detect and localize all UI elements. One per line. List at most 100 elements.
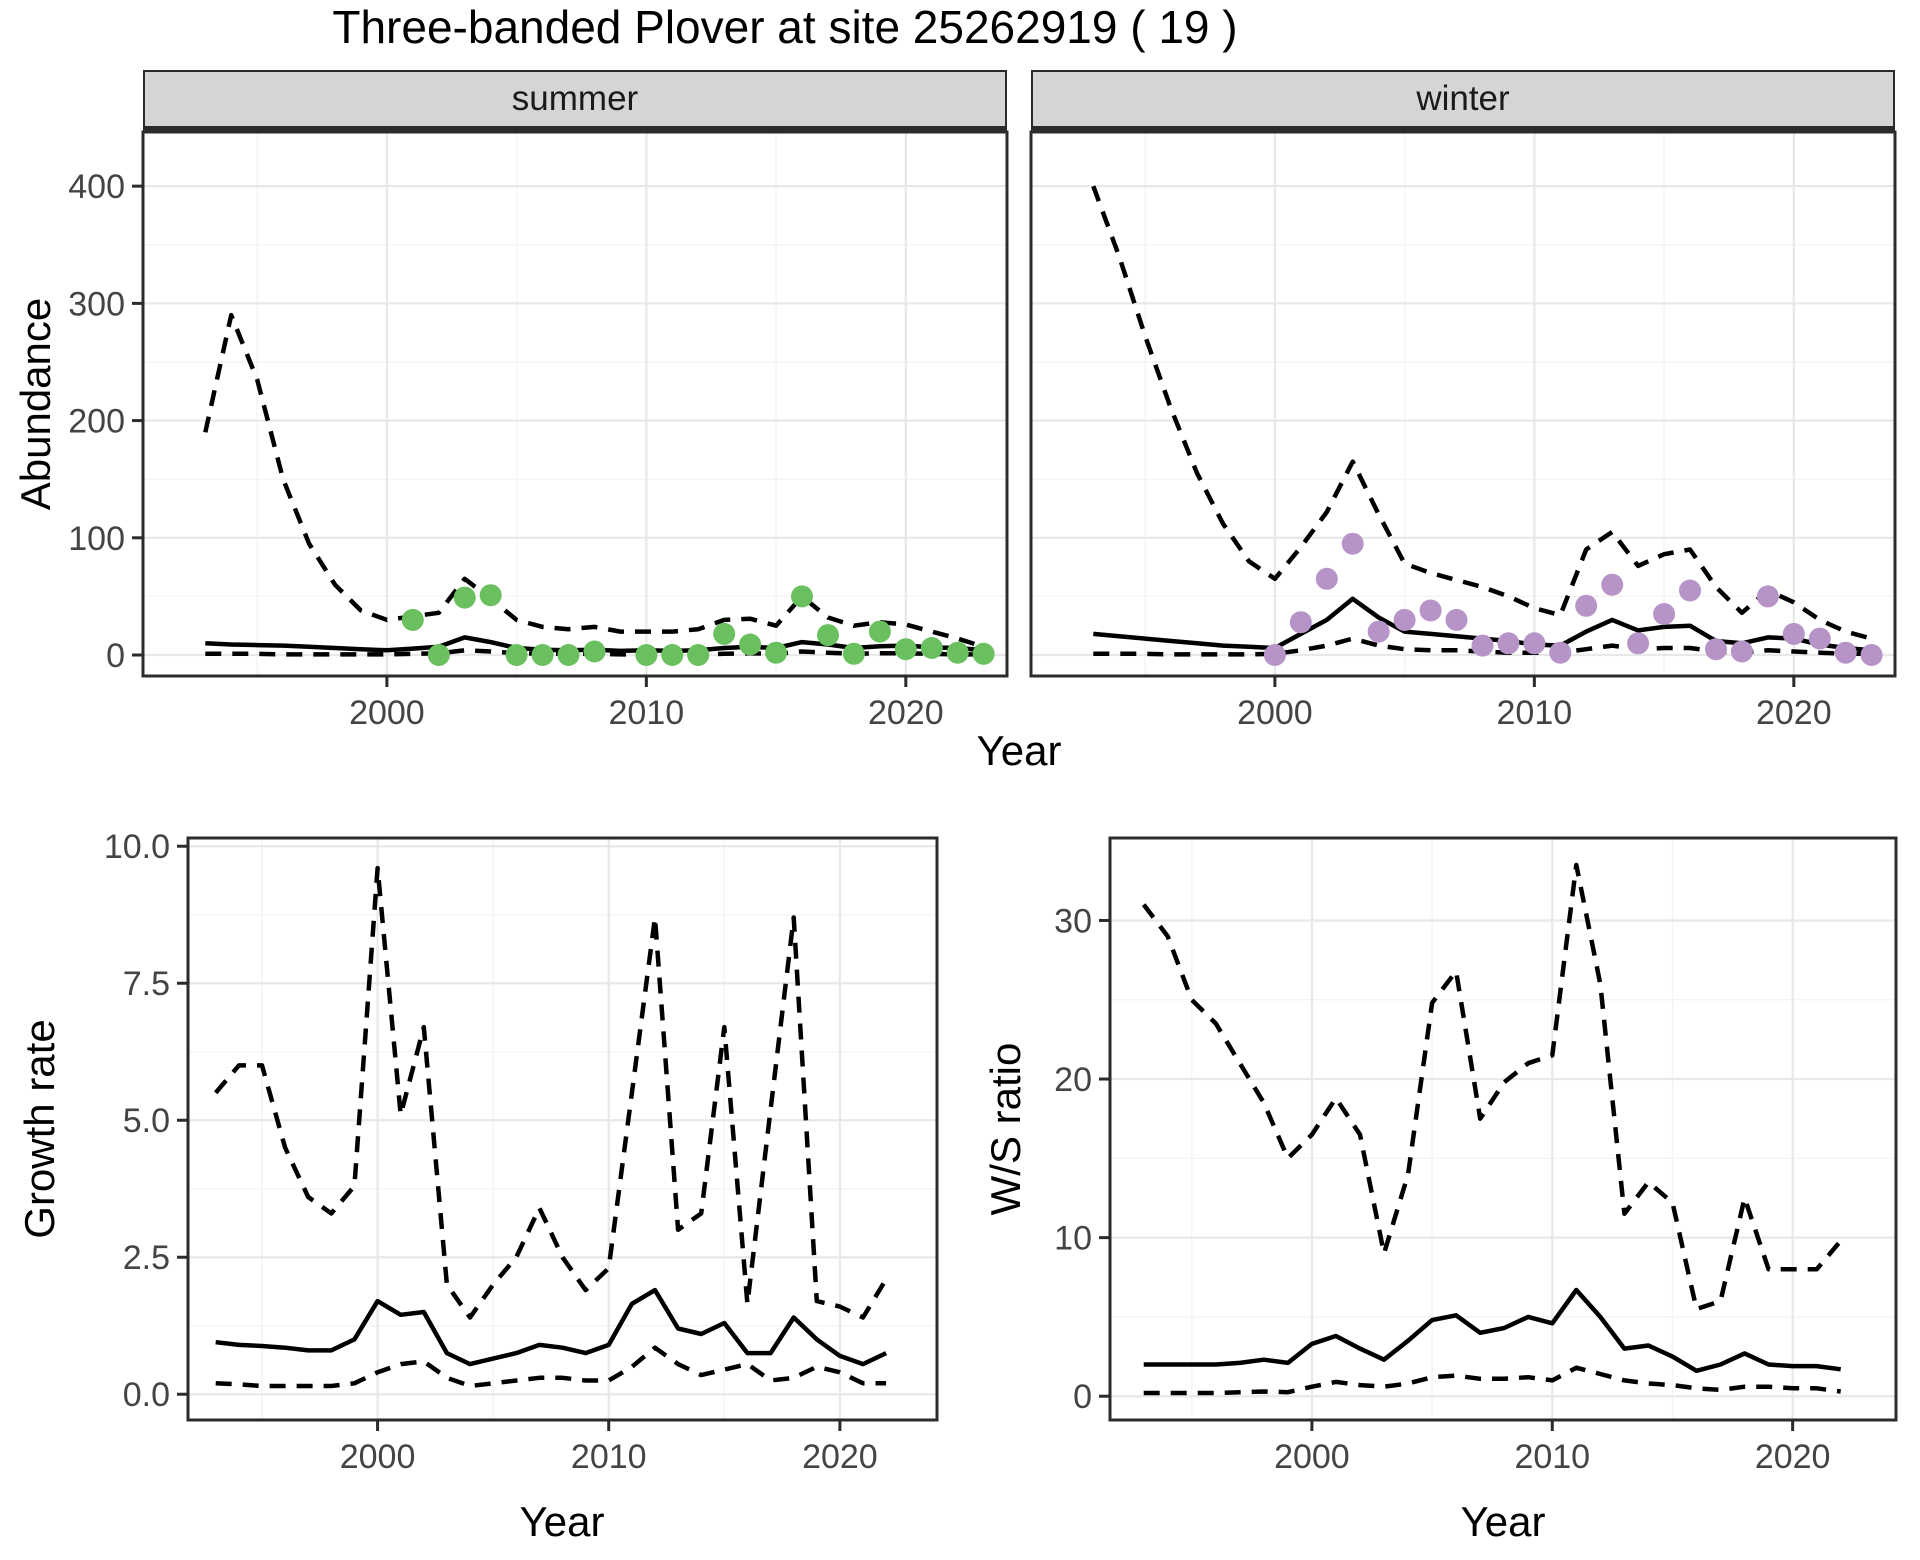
observation-point: [868, 620, 891, 643]
panel-border: [141, 130, 1009, 678]
y-tick-label: 400: [68, 168, 125, 206]
observation-point: [531, 644, 554, 666]
observation-point: [1653, 603, 1676, 625]
x-tick-label: 2010: [1514, 1438, 1590, 1476]
observation-point: [661, 644, 684, 666]
observation-point: [1627, 632, 1650, 655]
median-fit-line: [215, 1287, 888, 1367]
observation-point: [635, 644, 658, 666]
observation-point: [1808, 627, 1831, 650]
observation-point: [1419, 599, 1442, 622]
ci-lower-line: [215, 1345, 887, 1389]
panel-border: [186, 836, 939, 1422]
observation-point: [1289, 611, 1312, 634]
observation-point: [583, 640, 606, 663]
ci-upper-line: [213, 865, 889, 1320]
observation-point: [1782, 622, 1805, 645]
ci-upper-line: [1141, 862, 1843, 1312]
observation-point: [1679, 579, 1701, 602]
growth-panel: 2000 2010 2020 0.0 2.5 5.0 7.5 10.0: [104, 828, 939, 1476]
observation-point: [1575, 594, 1598, 617]
observation-point: [946, 641, 969, 664]
observation-point: [505, 644, 528, 666]
x-tick-label: 2000: [1237, 694, 1313, 732]
x-tick-label: 2000: [349, 694, 425, 732]
observation-point: [894, 638, 917, 661]
facet-strip-winter: winter: [1031, 70, 1895, 132]
y-axis-title-ws-ratio: W/S ratio: [982, 1042, 1029, 1216]
observation-point: [1445, 608, 1468, 631]
y-tick-label: 0: [1073, 1378, 1092, 1416]
y-tick-label: 10.0: [104, 828, 170, 866]
y-tick-label: 0: [106, 637, 125, 675]
chart-title: Three-banded Plover at site 25262919 ( 1…: [332, 1, 1238, 53]
y-tick-label: 20: [1054, 1061, 1092, 1099]
observation-point: [842, 642, 865, 665]
observation-point: [1834, 641, 1857, 664]
x-tick-label: 2000: [1274, 1438, 1350, 1476]
observation-point: [1315, 567, 1338, 590]
summer-panel: 2000 2010 2020 0 100 200 300 400: [68, 130, 1009, 732]
y-tick-label: 200: [68, 403, 125, 441]
observation-point: [972, 642, 995, 665]
observation-point: [1341, 532, 1364, 555]
observation-point: [1756, 585, 1779, 608]
x-tick-label: 2020: [868, 694, 944, 732]
x-tick-label: 2010: [571, 1438, 647, 1476]
x-tick-label: 2000: [340, 1438, 416, 1476]
observation-point: [765, 641, 788, 664]
x-axis-title-growth-rate: Year: [519, 1498, 605, 1545]
observation-point: [1523, 632, 1546, 655]
y-tick-label: 5.0: [123, 1102, 170, 1140]
winter-panel: 2000 2010 2020: [1029, 130, 1897, 732]
panel-background: [1031, 132, 1895, 676]
ci-upper-line: [203, 312, 985, 649]
y-axis-title-growth-rate: Growth rate: [16, 1019, 63, 1239]
observation-point: [1601, 573, 1624, 596]
observation-point: [791, 585, 813, 608]
observation-point: [1730, 640, 1753, 663]
panel-background: [1110, 838, 1896, 1420]
y-tick-label: 100: [68, 520, 125, 558]
observation-point: [1263, 644, 1286, 666]
observation-point: [1367, 620, 1390, 643]
x-axis-title-top: Year: [976, 727, 1062, 774]
facet-strip-summer-label: summer: [511, 79, 639, 118]
x-tick-label: 2020: [802, 1438, 878, 1476]
ci-upper-line: [1091, 185, 1873, 641]
observation-point: [1471, 634, 1494, 657]
panel-border: [1029, 130, 1897, 678]
observation-point: [739, 633, 762, 656]
x-tick-label: 2020: [1756, 694, 1832, 732]
facet-strip-winter-label: winter: [1416, 79, 1510, 118]
observation-point: [1393, 608, 1416, 631]
observation-point: [920, 637, 943, 659]
observation-point: [1497, 632, 1520, 655]
ci-lower-line: [1143, 1365, 1841, 1396]
observation-point: [427, 644, 450, 666]
y-tick-label: 300: [68, 285, 125, 323]
x-tick-label: 2020: [1755, 1438, 1831, 1476]
observation-point: [1549, 641, 1572, 664]
observation-point: [479, 584, 502, 607]
y-tick-label: 30: [1054, 902, 1092, 940]
observation-point: [453, 586, 476, 609]
y-axis-title-abundance: Abundance: [12, 297, 59, 511]
observation-point: [1705, 638, 1727, 661]
panel-background: [188, 838, 937, 1420]
x-tick-label: 2010: [1497, 694, 1573, 732]
y-tick-label: 10: [1054, 1220, 1092, 1258]
observation-point: [713, 622, 736, 645]
y-tick-label: 0.0: [123, 1376, 170, 1414]
observation-point: [817, 624, 839, 647]
x-tick-label: 2010: [609, 694, 685, 732]
x-axis-title-ws-ratio: Year: [1460, 1498, 1546, 1545]
y-tick-label: 7.5: [123, 965, 170, 1003]
observation-point: [557, 644, 580, 666]
observation-point: [687, 644, 710, 666]
panel-border: [1108, 836, 1898, 1422]
ws-panel: 2000 2010 2020 0 10 20 30: [1054, 836, 1898, 1476]
observation-point: [401, 608, 424, 631]
